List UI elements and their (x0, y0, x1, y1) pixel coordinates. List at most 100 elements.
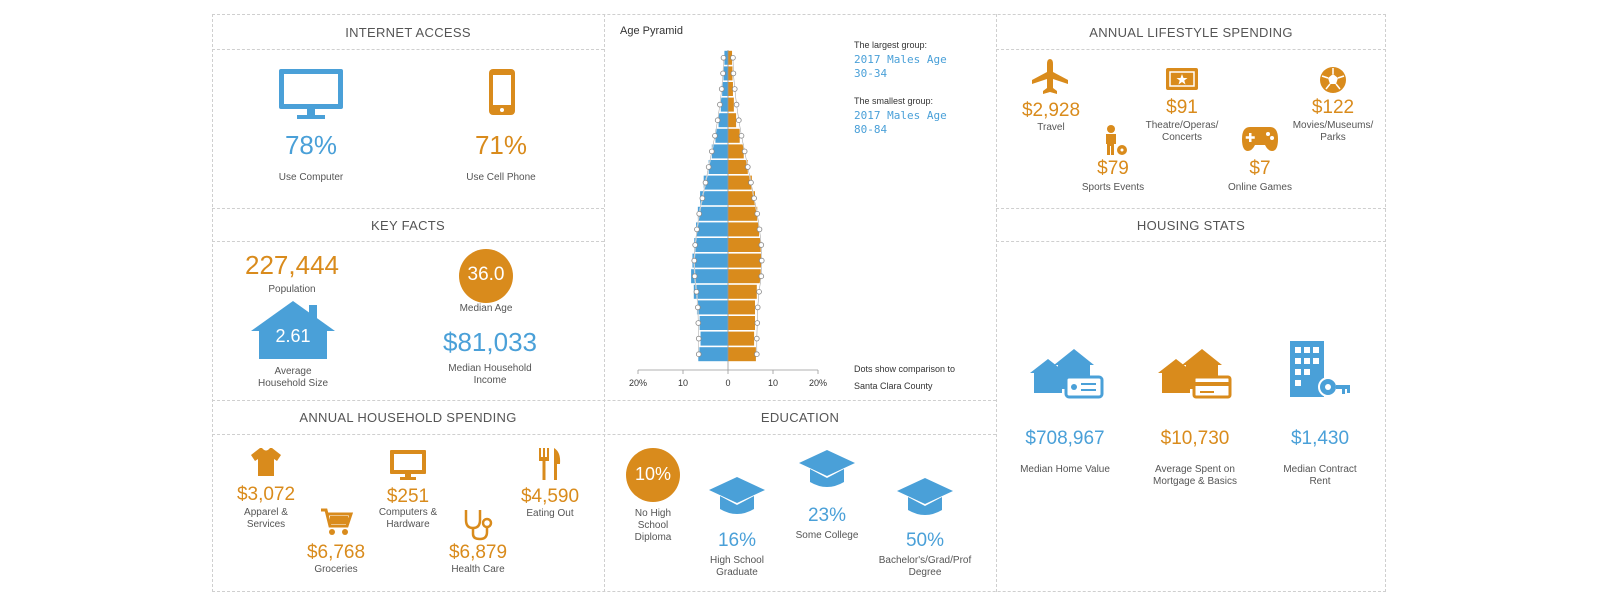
computers-value: $251 (386, 486, 430, 507)
high-school-label-line2: Graduate (716, 567, 758, 578)
no-high-school-value: 10% (634, 464, 672, 484)
pyramid-bar-right (728, 144, 744, 159)
mortgage-label-line2: Mortgage & Basics (1153, 476, 1237, 487)
graduation-cap-icon (709, 477, 765, 514)
movies-label-line1: Movies/Museums/ (1292, 120, 1374, 131)
median-rent-label-line2: Rent (1309, 476, 1331, 487)
soccer-ball-icon (1320, 67, 1346, 93)
dots-note-line1: Dots show comparison to (854, 364, 956, 374)
high-school-label-line1: High School (710, 555, 764, 566)
median-home-value-label: Median Home Value (1020, 464, 1110, 475)
no-diploma-circle (626, 448, 680, 502)
household-income-value: $81,033 (443, 327, 537, 357)
bachelor-label-line1: Bachelor's/Grad/Prof (878, 555, 972, 566)
pyramid-bar-left (715, 128, 728, 143)
phone-access-label: Use Cell Phone (466, 172, 536, 183)
comparison-dot-left (699, 195, 706, 202)
computer-access-value: 78% (284, 130, 338, 160)
internet-access-title: INTERNET ACCESS (345, 25, 471, 40)
pyramid-bar-right (728, 269, 761, 284)
groceries-label: Groceries (314, 564, 358, 575)
high-school-value: 16% (717, 530, 757, 551)
t-shirt-icon (251, 448, 281, 476)
median-rent-label-line1: Median Contract (1283, 464, 1357, 475)
travel-value: $2,928 (1021, 100, 1081, 121)
pyramid-bar-left (718, 113, 728, 128)
online-games-value: $7 (1249, 158, 1271, 179)
comparison-dot-right (748, 179, 754, 186)
apparel-label-line1: Apparel & (244, 507, 288, 518)
comparison-dot-right (754, 320, 761, 326)
comparison-dot-left (720, 70, 726, 77)
comparison-dot-right (744, 164, 751, 170)
homes-with-tag-icon (1030, 349, 1104, 399)
comparison-dot-left (718, 86, 725, 92)
health-care-value: $6,879 (448, 542, 508, 563)
comparison-dot-right (758, 273, 765, 280)
apartment-key-icon (1290, 341, 1350, 397)
largest-group-line1: 2017 Males Age (854, 53, 947, 66)
eating-out-label: Eating Out (526, 508, 574, 519)
comparison-dot-left (695, 304, 701, 311)
divider (996, 49, 1386, 50)
pyramid-bar-right (728, 97, 734, 112)
pyramid-bar-right (728, 347, 756, 362)
pyramid-bar-right (728, 128, 740, 143)
pyramid-bar-right (728, 300, 755, 315)
no-high-school-label-line2: School (637, 520, 669, 531)
pyramid-bar-left (700, 331, 728, 346)
comparison-dot-right (758, 242, 765, 248)
comparison-dot-left (693, 288, 700, 295)
comparison-dot-left (694, 226, 700, 233)
median-home-value: $708,967 (1025, 428, 1105, 449)
fork-knife-icon (539, 448, 561, 480)
apparel-label-line2: Services (246, 519, 286, 530)
computer-access-label: Use Computer (278, 172, 344, 183)
comparison-dot-right (754, 304, 761, 311)
house-icon (251, 301, 335, 359)
pyramid-bar-left (720, 97, 728, 112)
pyramid-bar-left (696, 222, 728, 237)
lifestyle-spending-title: ANNUAL LIFESTYLE SPENDING (1089, 25, 1293, 40)
household-size-value: 2.61 (275, 326, 311, 346)
population-value: 227,444 (245, 250, 339, 280)
pyramid-bar-left (692, 253, 728, 268)
pyramid-bar-right (728, 82, 733, 96)
no-high-school-label-line3: Diploma (634, 532, 672, 543)
monitor-icon (279, 69, 343, 119)
sports-events-label: Sports Events (1081, 182, 1145, 193)
infographic-frame (212, 14, 1386, 592)
graduation-cap-icon (897, 478, 953, 515)
largest-group-line2: 30-34 (854, 67, 888, 80)
pyramid-bar-left (697, 206, 728, 221)
household-income-label-line2: Income (473, 375, 507, 386)
phone-access-value: 71% (474, 130, 528, 160)
health-care-label: Health Care (451, 564, 505, 575)
divider (212, 208, 604, 209)
pyramid-bar-left (691, 269, 728, 284)
pyramid-x-tick-label: 20% (809, 378, 827, 388)
divider (996, 208, 1386, 209)
comparison-dot-left (714, 117, 721, 123)
pyramid-bar-left (708, 160, 728, 174)
comparison-dot-right (753, 351, 760, 358)
sports-player-icon (1106, 125, 1127, 155)
apparel-value: $3,072 (236, 484, 296, 505)
population-label: Population (268, 284, 316, 295)
pyramid-bar-right (728, 50, 733, 65)
mortgage-label-line1: Average Spent on (1155, 464, 1235, 475)
graduation-cap-icon (799, 450, 855, 487)
pyramid-bar-right (728, 222, 760, 237)
smallest-group-line2: 80-84 (854, 123, 888, 136)
column-divider-1 (604, 14, 605, 592)
comparison-dot-left (712, 133, 718, 139)
groceries-value: $6,768 (306, 542, 366, 563)
smallest-group-label: The smallest group: (854, 96, 934, 106)
comparison-dot-left (702, 179, 709, 186)
computers-label-line1: Computers & (378, 507, 438, 518)
comparison-dot-right (735, 117, 742, 123)
divider (212, 434, 996, 435)
pyramid-bar-right (728, 206, 758, 221)
movies-value: $122 (1311, 97, 1355, 118)
computer-monitor-icon (390, 450, 426, 480)
